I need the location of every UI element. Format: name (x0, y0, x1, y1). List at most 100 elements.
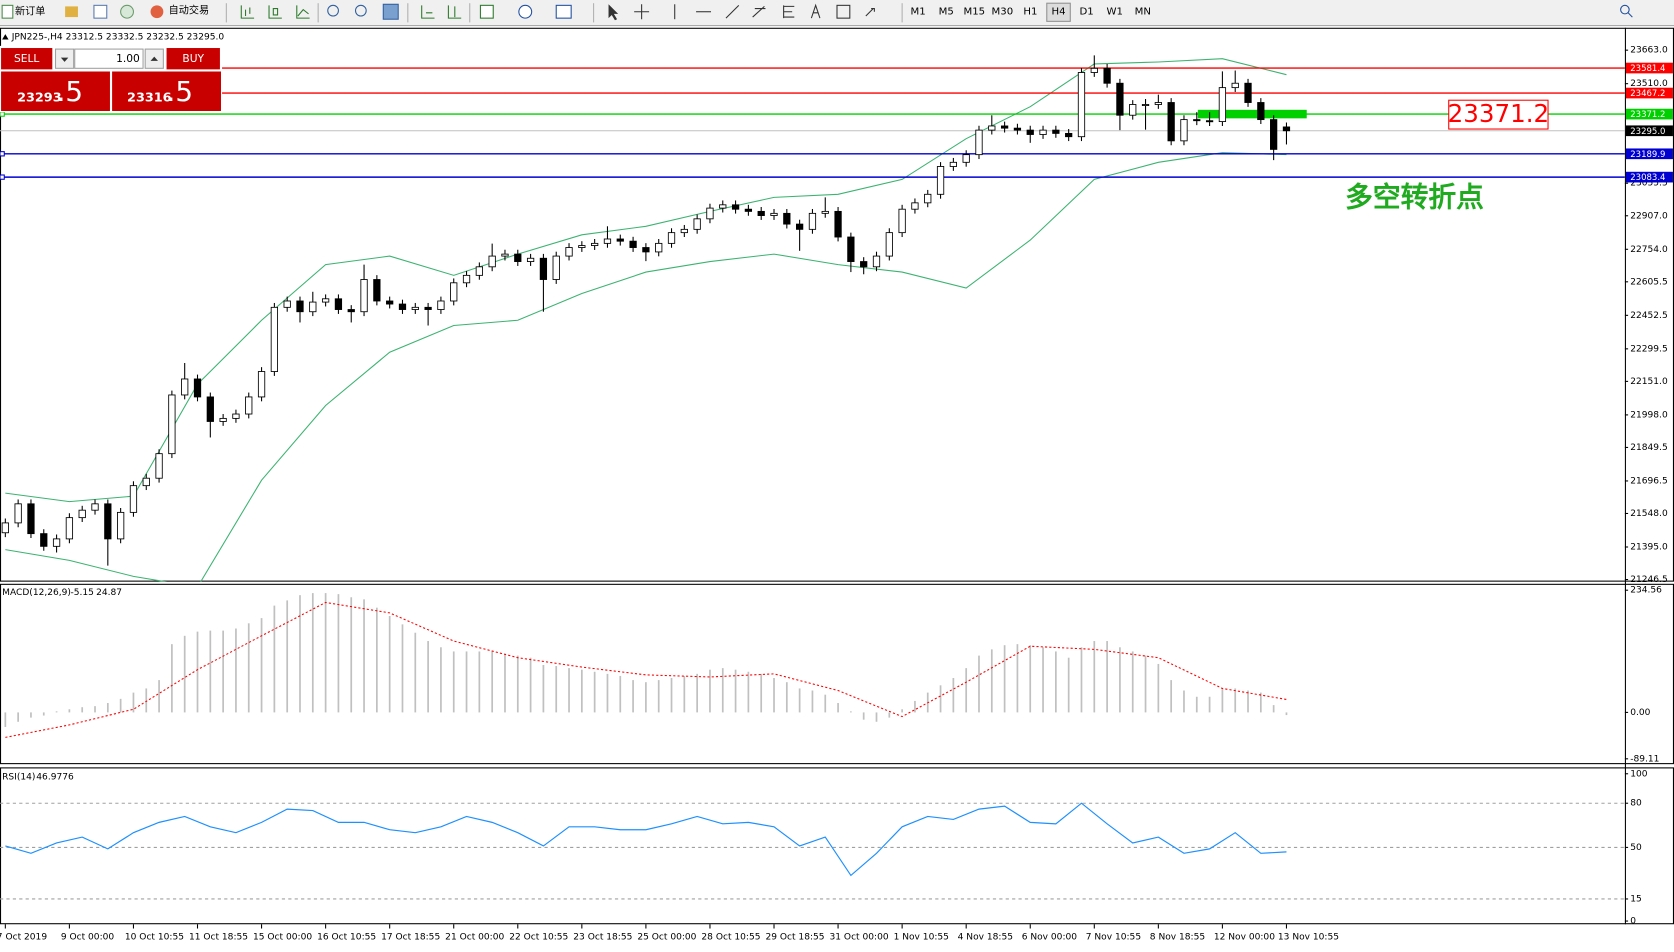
fibo-tool[interactable] (783, 5, 795, 19)
macd-bar (171, 644, 173, 713)
buy-price-box[interactable] (112, 71, 221, 111)
auto-trading-icon[interactable] (150, 5, 164, 19)
buy-label[interactable]: BUY (182, 52, 204, 65)
candle-body (949, 161, 957, 167)
rsi-line (5, 802, 1287, 877)
channel-tool[interactable] (752, 6, 766, 18)
macd-bar (990, 649, 993, 713)
macd-bar (286, 600, 289, 713)
line-icon[interactable] (296, 5, 310, 19)
macd-bar (1259, 692, 1262, 713)
sell-price-box[interactable] (1, 71, 110, 111)
candle-body (860, 261, 868, 268)
sell-button[interactable] (1, 48, 53, 70)
x-tick-label: 13 Nov 10:55 (1278, 933, 1339, 943)
macd-signal (5, 601, 1287, 738)
crosshair-tool[interactable] (634, 4, 650, 20)
macd-bar (1170, 680, 1173, 713)
macd-bar (888, 712, 891, 718)
candle-body (193, 378, 202, 398)
candle-body (1090, 67, 1098, 73)
search-icon[interactable] (1627, 12, 1633, 18)
candle-body (104, 503, 112, 540)
bollinger-band (5, 58, 1287, 503)
candle-icon[interactable] (268, 5, 282, 19)
candle-body (245, 396, 253, 415)
arrow-tool[interactable] (865, 8, 875, 17)
x-tick-label: 16 Oct 10:55 (317, 933, 376, 943)
y-tick-label: 21548.0 (1630, 509, 1668, 519)
timeframe-button[interactable]: M15 (963, 7, 985, 18)
timeframe-button[interactable]: M1 (911, 7, 926, 18)
sell-price-fraction[interactable]: .5 (57, 75, 83, 108)
timeframe-button[interactable]: MN (1135, 7, 1151, 18)
candle-body (1116, 82, 1124, 116)
level-axis-label: 23371.2 (1630, 110, 1665, 120)
macd-bar (542, 664, 545, 713)
timeframe-button[interactable]: M30 (992, 7, 1014, 18)
macd-bar (132, 692, 135, 713)
timeframe-button[interactable]: H4 (1051, 7, 1065, 18)
timeframe-button[interactable]: D1 (1079, 7, 1093, 18)
text-tool[interactable] (810, 3, 821, 19)
macd-bar (811, 690, 814, 713)
candle-body (1218, 87, 1227, 123)
indicator-icon[interactable] (479, 4, 494, 19)
bar-chart-icon[interactable] (240, 5, 255, 19)
candle-body (680, 228, 688, 234)
y-tick-label: 21696.5 (1630, 476, 1667, 486)
candle-body (206, 396, 214, 422)
candle-body (1270, 119, 1278, 150)
buy-price-fraction[interactable]: .5 (167, 75, 193, 108)
auto-trading-button[interactable]: 自动交易 (169, 4, 210, 17)
buy-button[interactable] (166, 48, 220, 70)
sell-label[interactable]: SELL (14, 52, 39, 65)
lot-value[interactable]: 1.00 (116, 52, 140, 65)
candle-body (117, 511, 125, 540)
label-tool[interactable] (836, 4, 851, 19)
shift-icon[interactable] (447, 5, 462, 19)
sell-price[interactable]: 23293 (17, 91, 62, 106)
trendline-tool[interactable] (725, 4, 740, 19)
new-order-icon[interactable] (1, 4, 14, 19)
candle-body (1205, 120, 1214, 123)
x-tick-label: 22 Oct 10:55 (509, 933, 568, 943)
bollinger-band (5, 152, 1287, 582)
candle-body (1065, 132, 1073, 138)
icon[interactable] (65, 6, 78, 18)
candle-body (155, 453, 163, 479)
icon[interactable] (120, 4, 134, 19)
zoom-out[interactable] (354, 4, 367, 17)
timeframe-button[interactable]: W1 (1106, 7, 1122, 18)
macd-bar (235, 628, 237, 713)
candle-body (437, 300, 445, 310)
macd-bar (363, 599, 365, 713)
macd-bar (683, 675, 686, 713)
macd-bar (1119, 647, 1121, 713)
tile-icon[interactable] (382, 3, 399, 20)
macd-bar (580, 669, 583, 713)
new-order-button[interactable]: 新订单 (15, 5, 45, 18)
candle-body (27, 503, 35, 535)
macd-bar (337, 594, 340, 713)
buy-price[interactable]: 23316 (127, 91, 172, 106)
candle-body (1257, 102, 1265, 121)
x-tick-label: 12 Nov 00:00 (1214, 933, 1275, 943)
lot-input[interactable] (74, 48, 144, 69)
macd-bar (273, 605, 276, 713)
macd-bar (1157, 663, 1160, 713)
macd-bar (1093, 641, 1096, 713)
search-icon[interactable] (1620, 4, 1630, 15)
icon[interactable] (93, 4, 108, 19)
macd-bar (1183, 690, 1185, 713)
template-icon[interactable] (555, 4, 572, 19)
timeframe-button[interactable]: H1 (1023, 7, 1037, 18)
zoom-in[interactable] (327, 4, 339, 17)
candle-body (1026, 129, 1034, 135)
period-icon[interactable] (518, 4, 533, 19)
cursor-tool[interactable] (608, 4, 619, 21)
scroll-icon[interactable] (421, 5, 435, 19)
level-axis-box (1625, 171, 1673, 183)
timeframe-button[interactable]: M5 (939, 7, 954, 18)
